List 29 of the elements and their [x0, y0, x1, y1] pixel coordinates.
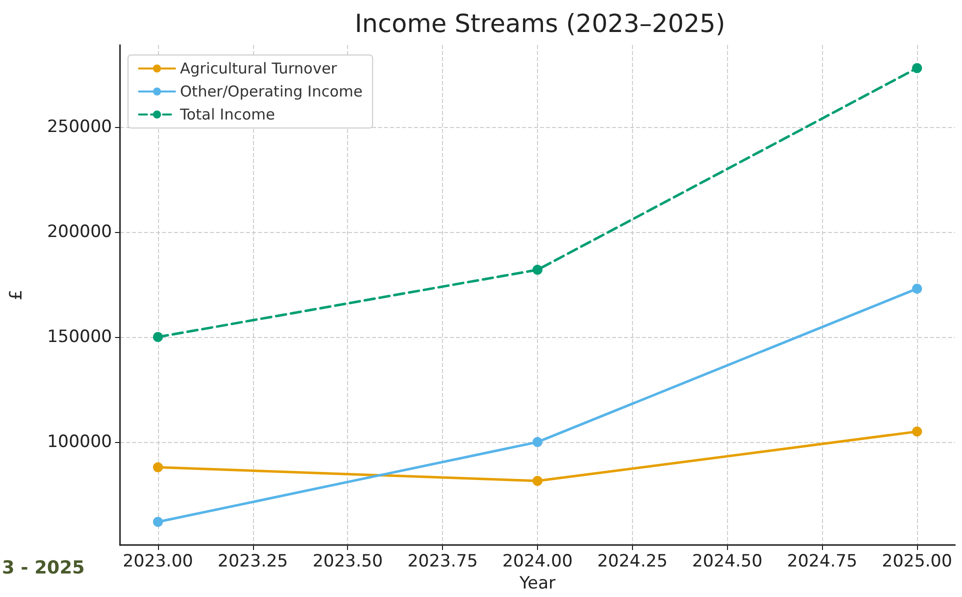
x-tick-label: 2023.00 [122, 552, 194, 572]
point [532, 437, 542, 448]
y-tick-label: 100000 [47, 432, 112, 452]
x-axis-title: Year [518, 574, 556, 594]
legend-label: Other/Operating Income [180, 82, 363, 100]
y-tick-label: 150000 [47, 327, 112, 348]
text: 3 - 2025 [2, 558, 85, 578]
x-tick-label: 2024.00 [502, 552, 573, 572]
y-tick-label: 200000 [47, 222, 112, 242]
x-tick-label: 2025.00 [882, 552, 952, 572]
y-tick-label: 250000 [47, 116, 112, 137]
chart-title: Income Streams (2023–2025) [354, 9, 726, 38]
x-tick-label: 2024.25 [597, 552, 668, 572]
point [152, 462, 163, 472]
legend-label: Total Income [179, 106, 275, 124]
x-tick-label: 2024.50 [692, 552, 762, 572]
point [912, 63, 922, 74]
x-tick-label: 2023.50 [312, 552, 383, 572]
point [152, 516, 163, 527]
point [912, 426, 922, 437]
x-tick-label: 2024.75 [787, 552, 858, 572]
point [532, 264, 542, 275]
legend-label: Agricultural Turnover [180, 60, 338, 78]
point [532, 476, 542, 486]
y-axis-title: £ [6, 290, 26, 300]
point [912, 284, 922, 294]
x-tick-label: 2023.75 [407, 552, 478, 572]
x-tick-label: 2023.25 [218, 552, 288, 572]
point [152, 332, 163, 342]
